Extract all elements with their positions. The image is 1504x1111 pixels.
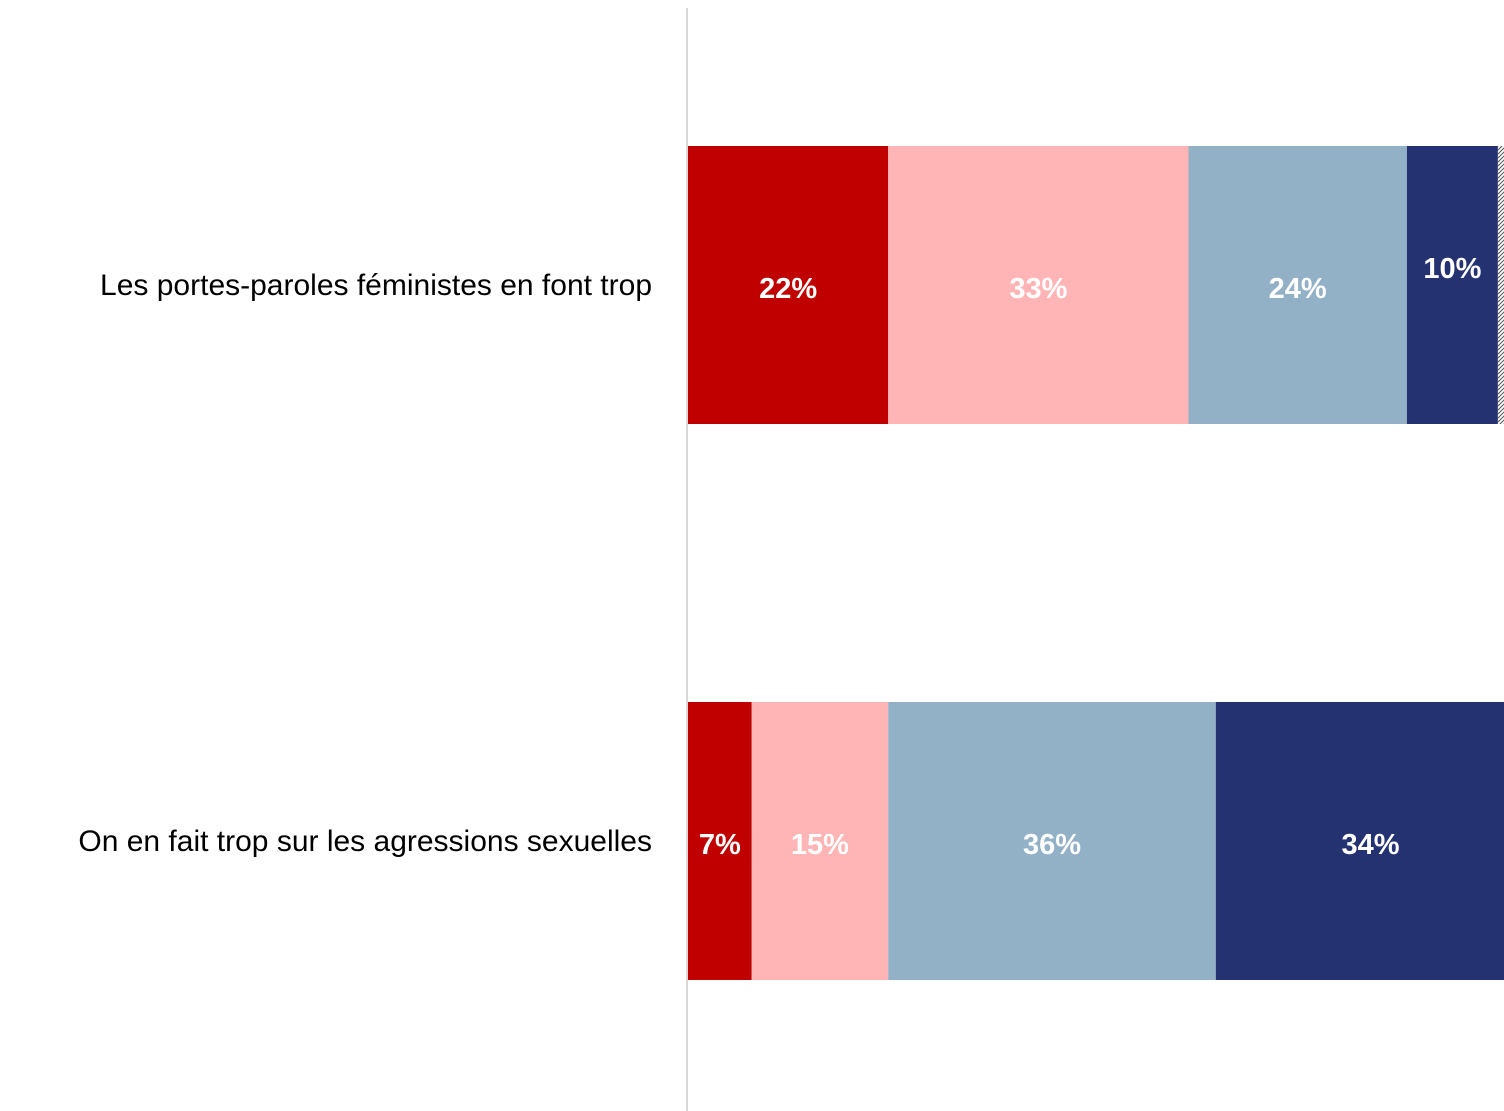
- bar-segment: [1215, 702, 1504, 980]
- bar-segment: [888, 702, 1216, 980]
- labels-layer: Les portes-paroles féministes en font tr…: [78, 253, 1481, 861]
- data-label: 10%: [1423, 253, 1481, 285]
- data-label: 22%: [759, 273, 817, 305]
- bar-segment: [1188, 146, 1407, 424]
- data-label: 34%: [1341, 829, 1399, 861]
- category-label: On en fait trop sur les agressions sexue…: [78, 825, 652, 858]
- bar-segment: [751, 702, 889, 980]
- data-label: 24%: [1269, 273, 1327, 305]
- bars-layer: [688, 146, 1504, 980]
- bar-segment: [688, 702, 752, 980]
- data-label: 15%: [791, 829, 849, 861]
- data-label: 33%: [1009, 273, 1067, 305]
- bar-segment: [1497, 146, 1504, 424]
- category-label: Les portes-paroles féministes en font tr…: [100, 269, 652, 302]
- data-label: 7%: [699, 829, 741, 861]
- bar-segment: [1406, 146, 1498, 424]
- bar-segment: [888, 146, 1189, 424]
- bar-segment: [688, 146, 889, 424]
- data-label: 36%: [1023, 829, 1081, 861]
